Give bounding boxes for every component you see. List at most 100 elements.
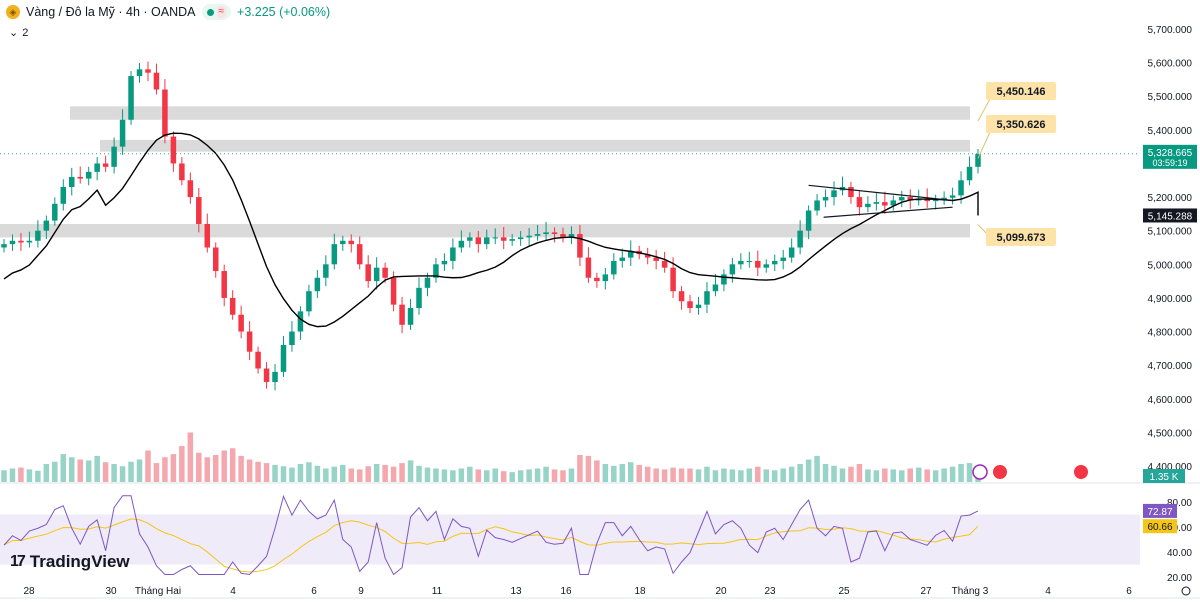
candle-body — [467, 237, 473, 241]
level-callout-label: 5,099.673 — [997, 232, 1046, 244]
candle-body — [424, 277, 431, 288]
time-axis-label: 30 — [105, 586, 117, 597]
candle-body — [246, 331, 253, 352]
rsi-signal-label: 60.66 — [1147, 522, 1172, 533]
symbol-legend: ◈ Vàng / Đô la Mỹ · 4h · OANDA ≈ +3.225 … — [6, 4, 330, 20]
volume-bar — [170, 454, 177, 482]
volume-bar — [577, 455, 583, 482]
candle-body — [704, 291, 710, 305]
volume-bar — [145, 450, 151, 482]
price-axis-tick: 5,000.000 — [1148, 260, 1193, 271]
candle-body — [484, 237, 490, 245]
price-axis-tick: 4,700.000 — [1148, 361, 1193, 372]
candle-body — [179, 163, 185, 181]
volume-bar — [627, 462, 634, 482]
candle-body — [9, 240, 16, 245]
candle-body — [966, 166, 973, 181]
candle-body — [450, 247, 456, 261]
volume-bar — [69, 457, 75, 482]
candle-body — [111, 146, 117, 167]
support-resistance-zone — [70, 106, 970, 120]
volume-bar — [255, 461, 261, 482]
candle-body — [170, 136, 177, 164]
volume-bar — [323, 468, 329, 482]
rsi-signal-line — [3, 518, 979, 573]
volume-bar — [602, 464, 609, 482]
us-flag-event-icon — [993, 465, 1007, 479]
candle-body — [780, 257, 786, 261]
candle-body — [560, 234, 566, 238]
volume-bar — [390, 466, 397, 482]
candle-body — [390, 277, 397, 305]
volume-bar — [272, 464, 278, 482]
level-callout-box — [986, 82, 1056, 100]
candle-body — [187, 180, 194, 198]
candle-body — [653, 257, 659, 261]
volume-bar — [941, 468, 947, 482]
candle-body — [458, 240, 465, 248]
candle-body — [568, 234, 575, 238]
candle-body — [687, 301, 693, 309]
volume-bar — [492, 468, 498, 482]
candle-body — [958, 180, 964, 196]
volume-bar — [348, 468, 355, 482]
candle-body — [128, 76, 134, 120]
candle-body — [611, 260, 617, 275]
time-axis-label: 13 — [510, 586, 522, 597]
price-axis-tick: 4,600.000 — [1148, 395, 1193, 406]
triangle-upper-line — [808, 184, 953, 202]
moving-average-line — [3, 132, 979, 328]
candle-body — [746, 260, 753, 262]
volume-bar — [356, 469, 363, 482]
current-price-label: 5,328.665 — [1148, 148, 1193, 159]
volume-bar — [932, 470, 939, 482]
symbol-title[interactable]: Vàng / Đô la Mỹ · 4h · OANDA — [26, 5, 196, 19]
volume-bar — [424, 467, 431, 482]
current-price-badge — [1143, 144, 1197, 169]
volume-bar — [128, 461, 134, 482]
volume-bar — [755, 466, 761, 482]
candle-body — [975, 154, 981, 167]
level-callout: 5,099.673 — [977, 224, 1056, 246]
level-callout-label: 5,350.626 — [997, 119, 1046, 131]
volume-bar — [822, 464, 829, 482]
price-axis-tick: 4,500.000 — [1148, 428, 1193, 439]
volume-bar — [500, 471, 507, 482]
time-axis-label: Tháng 3 — [952, 586, 989, 597]
volume-bar — [568, 468, 575, 482]
candle-body — [280, 344, 287, 372]
candle-body — [822, 197, 829, 201]
volume-bar — [43, 464, 50, 482]
price-change: +3.225 (+0.06%) — [237, 5, 331, 19]
candle-body — [348, 240, 355, 245]
volume-bar — [94, 455, 100, 482]
candle-body — [263, 368, 270, 382]
volume-bar — [373, 464, 380, 482]
candle-body — [763, 264, 770, 268]
collapse-indicators-button[interactable]: ⌄ 2 — [8, 25, 29, 40]
candle-body — [229, 297, 236, 315]
time-axis-label: 4 — [1045, 586, 1051, 597]
us-flag-event-icon — [1074, 465, 1088, 479]
logo-text: TradingView — [29, 552, 130, 571]
rsi-value-label: 72.87 — [1147, 507, 1172, 518]
indicator-count: 2 — [22, 26, 29, 39]
volume-bar — [204, 457, 211, 482]
volume-bar — [77, 459, 83, 482]
support-resistance-zone — [0, 223, 970, 238]
tradingview-logo[interactable]: 17 TradingView — [10, 552, 130, 572]
candle-body — [196, 197, 202, 224]
candle-body — [43, 220, 50, 231]
price-axis-tick: 4,400.000 — [1148, 462, 1193, 473]
market-status-badge[interactable]: ≈ — [201, 4, 232, 20]
candle-body — [695, 304, 702, 309]
volume-bar — [263, 463, 270, 482]
volume-bar — [119, 466, 126, 482]
volume-bar — [314, 465, 321, 482]
candle-body — [890, 200, 897, 206]
candle-body — [492, 237, 498, 239]
candle-body — [1, 244, 7, 248]
volume-bar — [382, 464, 388, 482]
